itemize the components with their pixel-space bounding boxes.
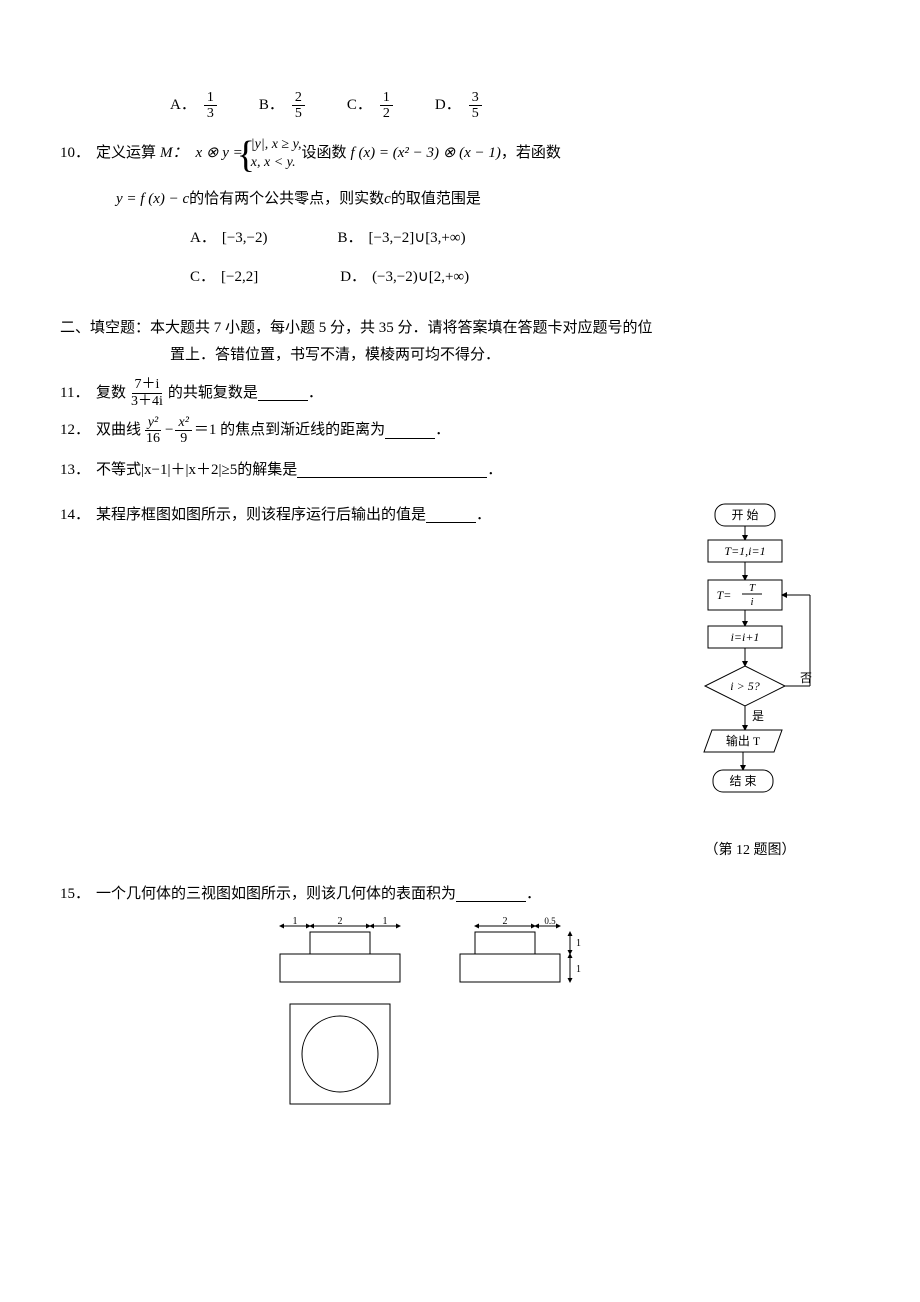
fc-step-lhs: T= [717, 588, 732, 602]
q12: 12． 双曲线 y² 16 − x² 9 ＝1 的焦点到渐近线的距离为 ． [60, 415, 860, 447]
q13-expr: |x−1|＋|x＋2|≥5 [141, 457, 237, 484]
q12-eq: ＝1 的焦点到渐近线的距离为 [194, 417, 385, 444]
front-view: 1 2 1 [280, 916, 400, 982]
q13-num: 13． [60, 457, 96, 484]
fc-out: 输出 T [726, 733, 761, 748]
q15-end: ． [526, 881, 541, 908]
q9-options: A． 1 3 B． 2 5 C． 1 2 D． 3 5 [60, 90, 860, 122]
q13-end: ． [487, 457, 502, 484]
three-views-svg: 1 2 1 2 0.5 1 1 [250, 914, 670, 1114]
q15: 15． 一个几何体的三视图如图所示，则该几何体的表面积为 ． [60, 881, 860, 908]
q11-frac: 7＋i 3＋4i [128, 377, 166, 409]
svg-text:1: 1 [293, 916, 298, 927]
q9-opt-d-frac: 3 5 [469, 90, 482, 122]
q10-lhs: x ⊗ y = [196, 140, 243, 167]
q9-opt-b-label: B． [259, 92, 284, 119]
q15-three-views: 1 2 1 2 0.5 1 1 [60, 914, 860, 1114]
q9-opt-a-frac: 1 3 [204, 90, 217, 122]
q10-stem-c: ，若函数 [501, 140, 561, 167]
q11: 11． 复数 7＋i 3＋4i 的共轭复数是 ． [60, 377, 860, 409]
section-2-line2: 置上．答错位置，书写不清，模棱两可均不得分． [60, 342, 860, 369]
q10-opt-b-cup: ∪ [414, 225, 425, 252]
section-2-line1: 二、填空题：本大题共 7 小题，每小题 5 分，共 35 分．请将答案填在答题卡… [60, 315, 860, 342]
q10-yfx: y = f (x) − c [116, 186, 189, 213]
fc-step-num: T [749, 582, 756, 594]
q10-piecewise: { |y|, x ≥ y, x, x < y. [247, 136, 302, 172]
q13: 13． 不等式 |x−1|＋|x＋2|≥5 的解集是 ． [60, 457, 860, 484]
top-view [290, 1004, 390, 1104]
q15-a: 一个几何体的三视图如图所示，则该几何体的表面积为 [96, 881, 456, 908]
svg-text:0.5: 0.5 [544, 916, 556, 926]
q11-blank [258, 385, 308, 401]
side-view: 2 0.5 1 1 [460, 916, 581, 982]
q11-num: 11． [60, 380, 96, 407]
q13-blank [297, 462, 487, 478]
q10-stem-b: 设函数 [302, 140, 347, 167]
q10-stem-a: 定义运算 [96, 140, 156, 167]
section-2-head: 二、填空题：本大题共 7 小题，每小题 5 分，共 35 分．请将答案填在答题卡… [60, 315, 860, 369]
q15-blank [456, 886, 526, 902]
q14-text: 14． 某程序框图如图所示，则该程序运行后输出的值是 ． [60, 502, 670, 529]
q10-line1: 10． 定义运算 M： x ⊗ y = { |y|, x ≥ y, x, x <… [60, 136, 860, 172]
q12-frac1: y² 16 [143, 415, 163, 447]
q10-fx: f (x) = (x² − 3) ⊗ (x − 1) [351, 140, 501, 167]
q12-a: 双曲线 [96, 417, 141, 444]
q10-opt-d-cup: ∪ [418, 264, 429, 291]
svg-text:1: 1 [383, 916, 388, 927]
q14-wrap: 14． 某程序框图如图所示，则该程序运行后输出的值是 ． 开 始 T=1,i=1… [60, 502, 860, 863]
q14-blank [426, 507, 476, 523]
svg-text:1: 1 [576, 964, 581, 975]
q12-end: ． [435, 417, 450, 444]
fc-init: T=1,i=1 [724, 544, 765, 558]
q14-end: ． [476, 502, 491, 529]
fc-step-den: i [750, 596, 753, 608]
q10-opt-b-val-b: [3,+∞) [425, 225, 465, 252]
fc-end: 结 束 [729, 774, 756, 788]
fc-yes: 是 [752, 709, 764, 723]
q10-opt-b-val-a: [−3,−2] [369, 225, 415, 252]
q13-a: 不等式 [96, 457, 141, 484]
q10-opt-a-label: A． [190, 225, 216, 252]
q10-opt-b-label: B． [338, 225, 363, 252]
q13-b: 的解集是 [237, 457, 297, 484]
q10-mlabel: M： [160, 140, 188, 167]
fc-inc: i=i+1 [731, 630, 760, 644]
q14-a: 某程序框图如图所示，则该程序运行后输出的值是 [96, 502, 426, 529]
q10-num: 10． [60, 140, 96, 167]
q9-opt-a-label: A． [170, 92, 196, 119]
q10-opt-a-val: [−3,−2) [222, 225, 268, 252]
svg-text:2: 2 [503, 916, 508, 927]
q10-opt-d-label: D． [340, 264, 366, 291]
q9-opt-c-label: C． [347, 92, 372, 119]
q12-blank [385, 423, 435, 439]
q15-num: 15． [60, 881, 96, 908]
fc-start: 开 始 [731, 508, 758, 522]
q12-frac2: x² 9 [175, 415, 191, 447]
q10-opt-c-label: C． [190, 264, 215, 291]
q11-b: 的共轭复数是 [168, 380, 258, 407]
q10-opt-d-val-b: [2,+∞) [429, 264, 469, 291]
q10-opt-c-val: [−2,2] [221, 264, 258, 291]
q12-num: 12． [60, 417, 96, 444]
flowchart-svg: 开 始 T=1,i=1 T= T i i=i+1 i > 5? 否 [670, 502, 830, 832]
q11-a: 复数 [96, 380, 126, 407]
q10-options-row2: C． [−2,2] D． (−3,−2) ∪ [2,+∞) [60, 264, 860, 291]
fc-cond: i > 5? [730, 679, 759, 693]
q14-num: 14． [60, 502, 96, 529]
q10-opt-d-val-a: (−3,−2) [372, 264, 418, 291]
flowchart-caption: （第 12 题图） [670, 838, 830, 863]
q11-end: ． [308, 380, 323, 407]
q9-opt-d-label: D． [435, 92, 461, 119]
q10-line2: y = f (x) − c 的恰有两个公共零点，则实数 c 的取值范围是 [60, 186, 860, 213]
q9-opt-b-frac: 2 5 [292, 90, 305, 122]
svg-text:2: 2 [338, 916, 343, 927]
svg-text:1: 1 [576, 938, 581, 949]
q9-opt-c-frac: 1 2 [380, 90, 393, 122]
q14-flowchart: 开 始 T=1,i=1 T= T i i=i+1 i > 5? 否 [670, 502, 830, 863]
q10-options-row1: A． [−3,−2) B． [−3,−2] ∪ [3,+∞) [60, 225, 860, 252]
